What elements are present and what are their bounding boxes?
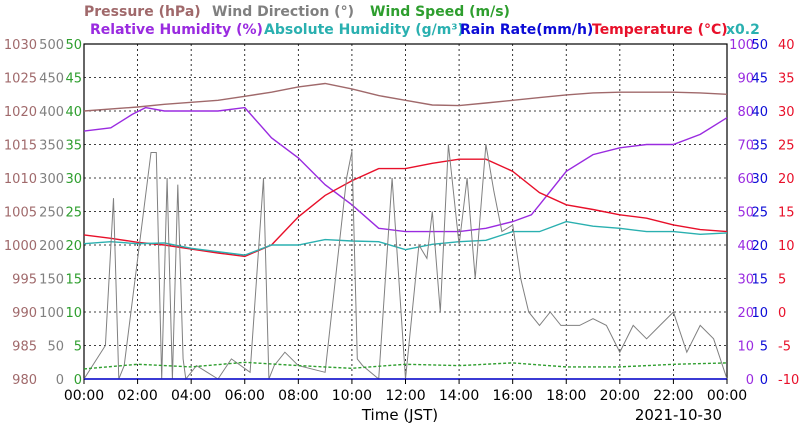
y-tick-wind-speed: 15 [65,273,82,288]
series-relative-humidity [83,106,728,233]
x-tick-label: 18:00 [546,388,586,404]
y-tick-rain-rate: 50 [751,38,768,53]
y-tick-humidity: 10 [737,340,754,355]
y-tick-wind-speed: 10 [65,306,82,321]
y-tick-rain-rate: 40 [751,105,768,120]
y-tick-wind-direction: 50 [47,340,64,355]
x-tick-label: 10:00 [332,388,372,404]
y-tick-humidity: 80 [737,105,754,120]
y-tick-pressure: 980 [12,373,37,388]
y-tick-wind-direction: 100 [39,306,64,321]
y-tick-temperature: -5 [778,340,791,355]
y-tick-wind-speed: 45 [65,72,82,87]
x-tick-label: 20:00 [600,388,640,404]
y-tick-wind-direction: 250 [39,206,64,221]
series-absolute-humidity [83,220,728,256]
y-tick-wind-direction: 0 [56,373,64,388]
legend: Pressure (hPa) Wind Direction (°) Wind S… [84,4,760,38]
y-tick-wind-speed: 30 [65,172,82,187]
y-tick-temperature: 30 [778,105,795,120]
y-tick-temperature: 5 [778,273,786,288]
y-tick-pressure: 995 [12,273,37,288]
y-tick-pressure: 1010 [4,172,37,187]
x-tick-label: 02:00 [117,388,157,404]
x-tick-label: 16:00 [492,388,532,404]
axes-layer: 9809859909951000100510101015102010251030… [4,38,799,404]
legend-temperature: Temperature (°C) [592,22,728,38]
x-tick-label: 00:00 [707,388,747,404]
y-tick-humidity: 20 [737,306,754,321]
y-tick-wind-direction: 200 [39,239,64,254]
y-tick-temperature: 0 [778,306,786,321]
date-label: 2021-10-30 [635,406,722,424]
y-tick-temperature: 35 [778,72,795,87]
y-tick-pressure: 1030 [4,38,37,53]
y-tick-rain-rate: 45 [751,72,768,87]
x-tick-label: 08:00 [278,388,318,404]
y-tick-rain-rate: 0 [760,373,768,388]
y-tick-temperature: 40 [778,38,795,53]
legend-absolute-humidity: Absolute Humidity (g/m³) [264,22,464,38]
y-tick-humidity: 60 [737,172,754,187]
y-tick-temperature: 20 [778,172,795,187]
x-tick-label: 22:00 [653,388,693,404]
y-tick-pressure: 1000 [4,239,37,254]
y-tick-humidity: 100 [729,38,754,53]
x-axis-label: Time (JST) [361,406,438,424]
y-tick-humidity: 90 [737,72,754,87]
y-tick-pressure: 990 [12,306,37,321]
x-tick-label: 04:00 [171,388,211,404]
y-tick-pressure: 1005 [4,206,37,221]
y-tick-rain-rate: 20 [751,239,768,254]
y-tick-wind-speed: 20 [65,239,82,254]
y-tick-humidity: 30 [737,273,754,288]
x-tick-label: 00:00 [64,388,104,404]
series-pressure [83,82,728,112]
x-tick-label: 12:00 [385,388,425,404]
y-tick-humidity: 0 [746,373,754,388]
y-tick-wind-speed: 40 [65,105,82,120]
legend-pressure: Pressure (hPa) [84,4,201,20]
y-tick-wind-direction: 400 [39,105,64,120]
y-tick-temperature: 25 [778,139,795,154]
y-tick-humidity: 70 [737,139,754,154]
y-tick-wind-speed: 35 [65,139,82,154]
y-tick-rain-rate: 30 [751,172,768,187]
y-tick-rain-rate: 15 [751,273,768,288]
legend-wind-speed: Wind Speed (m/s) [370,4,510,20]
y-tick-wind-speed: 25 [65,206,82,221]
scale-note: x0.2 [726,22,760,38]
y-tick-rain-rate: 25 [751,206,768,221]
y-tick-wind-direction: 300 [39,172,64,187]
y-tick-wind-direction: 150 [39,273,64,288]
x-tick-label: 06:00 [225,388,265,404]
y-tick-rain-rate: 5 [760,340,768,355]
y-tick-pressure: 1020 [4,105,37,120]
series-wind-speed [83,361,728,370]
y-tick-wind-speed: 0 [74,373,82,388]
y-tick-wind-direction: 450 [39,72,64,87]
y-tick-humidity: 50 [737,206,754,221]
y-tick-pressure: 1015 [4,139,37,154]
legend-rain-rate: Rain Rate(mm/h) [460,22,593,38]
series-wind-direction [83,144,728,381]
y-tick-wind-speed: 50 [65,38,82,53]
y-tick-wind-direction: 350 [39,139,64,154]
y-tick-pressure: 1025 [4,72,37,87]
y-tick-wind-direction: 500 [39,38,64,53]
y-tick-pressure: 985 [12,340,37,355]
y-tick-temperature: -10 [778,373,799,388]
y-tick-wind-speed: 5 [74,340,82,355]
y-tick-rain-rate: 10 [751,306,768,321]
legend-relative-humidity: Relative Humidity (%) [90,22,263,38]
legend-wind-direction: Wind Direction (°) [212,4,354,20]
y-tick-temperature: 15 [778,206,795,221]
y-tick-rain-rate: 35 [751,139,768,154]
y-tick-humidity: 40 [737,239,754,254]
y-tick-temperature: 10 [778,239,795,254]
x-tick-label: 14:00 [439,388,479,404]
